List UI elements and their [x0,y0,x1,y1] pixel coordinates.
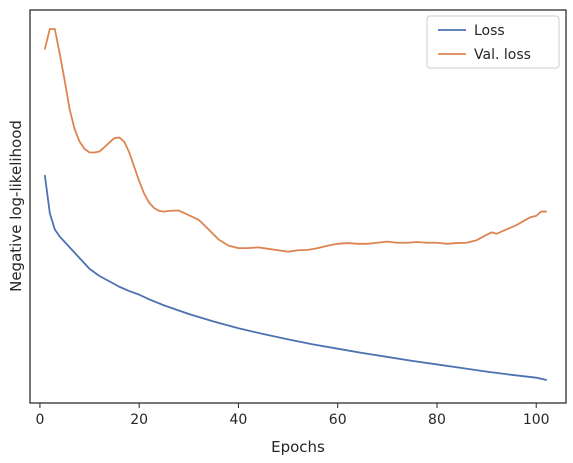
series-line-loss [43,174,548,381]
plot-frame [29,9,567,404]
x-axis-label: Epochs [271,438,325,456]
legend-label-val-loss: Val. loss [474,47,531,63]
x-tick-label-60: 60 [329,412,347,428]
legend: Loss Val. loss [426,15,560,69]
x-tick-label-0: 0 [35,412,44,428]
x-tick-label-100: 100 [523,412,550,428]
y-axis-label: Negative log-likelihood [7,120,25,292]
legend-label-loss: Loss [474,23,505,39]
x-axis-ticks: 0 20 40 60 80 100 [35,403,550,428]
legend-box [426,15,560,69]
x-tick-label-40: 40 [230,412,248,428]
x-tick-label-20: 20 [130,412,148,428]
series-line-val-loss [43,28,548,253]
series-group [43,28,548,381]
x-tick-label-80: 80 [428,412,446,428]
plot-area [29,9,567,404]
